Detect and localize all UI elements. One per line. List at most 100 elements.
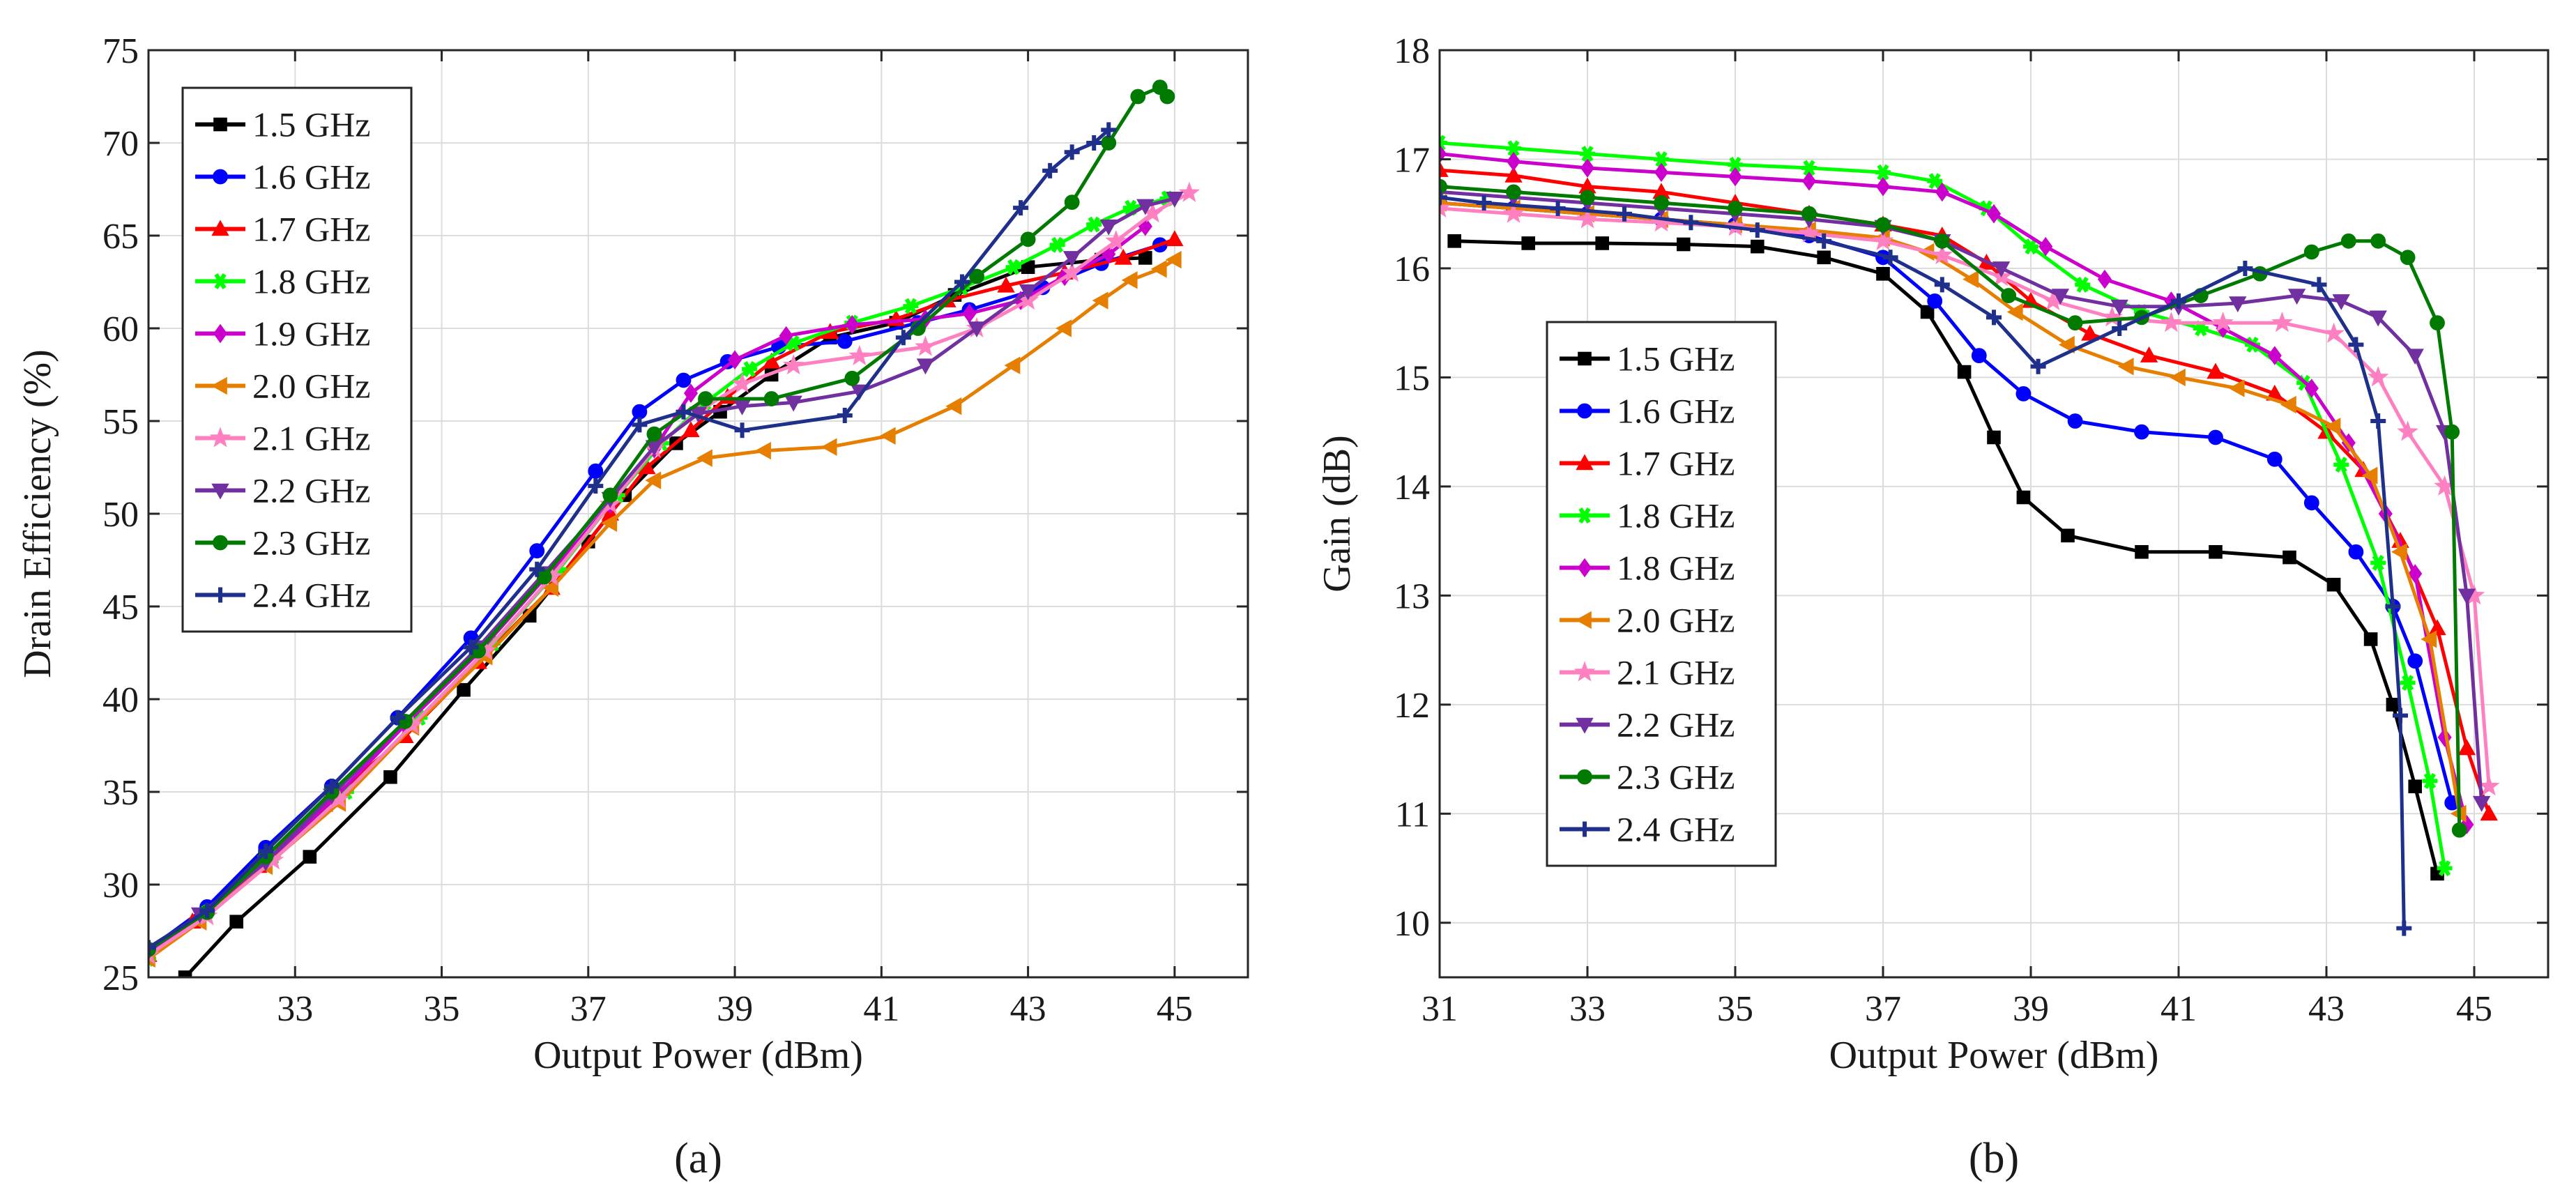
panel-b-series-3-point-3 — [1654, 151, 1669, 167]
panel-b-series-5-point-11 — [2117, 358, 2134, 376]
panel-b-xtick-label-41: 41 — [2160, 989, 2197, 1029]
panel-b-legend-entry-6: 2.1 GHz — [1560, 653, 1735, 692]
panel-b-series-6-point-7 — [1931, 244, 1953, 265]
panel-a-series-2-point-11 — [762, 352, 781, 369]
panel-a-series-0-point-4 — [457, 682, 471, 697]
panel-b-series-5-point-17 — [2391, 543, 2407, 561]
panel-b-series-2-point-19 — [2480, 804, 2498, 821]
panel-b-series-3-point-6 — [1875, 164, 1891, 181]
panel-a-xtick-label-39: 39 — [717, 989, 753, 1029]
panel-b-legend-label-8: 2.3 GHz — [1617, 758, 1735, 797]
panel-b-legend-entry-8: 2.3 GHz — [1560, 758, 1735, 797]
panel-b-series-3-point-10 — [2075, 276, 2091, 293]
panel-a-series-5-point-10 — [755, 441, 771, 460]
panel-b-series-1-point-7 — [1927, 293, 1943, 309]
panel-b-series-5-point-8 — [1963, 270, 1979, 289]
panel-b-series-9-point-9 — [1986, 310, 2002, 326]
panel-a-series-1-point-8 — [632, 404, 648, 420]
panel-b-series-9-point-17 — [2385, 599, 2401, 614]
panel-a-legend-label-0: 1.5 GHz — [252, 105, 370, 144]
panel-b-series-line-9 — [1440, 195, 2406, 929]
panel-b-ytick-label-18: 18 — [1394, 31, 1430, 71]
panel-b-series-4-point-19 — [2460, 815, 2474, 834]
panel-b-series-6-point-0 — [1440, 197, 1451, 217]
panel-b-series-7-point-16 — [2406, 349, 2424, 365]
panel-b-series-3-point-0 — [1440, 135, 1447, 151]
panel-a-series-7-point-16 — [1062, 251, 1081, 267]
panel-b-y-axis-label: Gain (dB) — [1316, 435, 1359, 593]
panel-a-series-9-point-18 — [1101, 122, 1117, 138]
panel-b-legend-marker-4 — [1577, 558, 1592, 578]
panel-b-series-0-point-17 — [2386, 698, 2400, 712]
panel-a-series-1-point-9 — [676, 372, 692, 388]
panel-b-legend-entry-7: 2.2 GHz — [1560, 705, 1735, 744]
panel-b-series-9-point-8 — [1934, 277, 1950, 293]
panel-a-series-1-point-7 — [588, 463, 604, 479]
panel-b-series-9-point-10 — [2030, 358, 2046, 374]
panel-a-legend-marker-4 — [213, 323, 228, 344]
panel-a-legend-entry-4: 1.9 GHz — [195, 314, 370, 353]
panel-a-series-2-point-17 — [1114, 248, 1132, 265]
panel-a-xtick-label-43: 43 — [1010, 989, 1046, 1029]
panel-b-ytick-label-14: 14 — [1394, 468, 1430, 507]
panel-b-legend-entry-0: 1.5 GHz — [1560, 339, 1735, 379]
panel-a-series-5-point-13 — [945, 397, 962, 415]
panel-b-legend-marker-2 — [1576, 454, 1594, 471]
panel-b-series-4-point-1 — [1506, 151, 1521, 171]
panel-b-series-0-point-6 — [1876, 266, 1890, 281]
panel-a-series-9-point-11 — [837, 408, 853, 424]
panel-b-series-9-point-3 — [1617, 206, 1632, 222]
panel-a-series-line-8 — [148, 85, 1169, 952]
panel-b-series-4-point-7 — [1935, 182, 1949, 202]
panel-b-series-0-point-10 — [2016, 490, 2031, 505]
panel-a-series-7-point-15 — [1019, 284, 1037, 300]
panel-b-legend-label-2: 1.7 GHz — [1617, 444, 1735, 483]
panel-b-series-line-0 — [1454, 239, 2439, 875]
panel-b-legend-label-7: 2.2 GHz — [1617, 705, 1735, 744]
panel-b-xtick-label-39: 39 — [2013, 989, 2049, 1029]
panel-b-series-8-point-6 — [1875, 217, 1891, 233]
panel-b-series-4-point-4 — [1728, 167, 1743, 187]
panel-b-series-8-point-5 — [1801, 206, 1817, 222]
panel-b-series-6-point-15 — [2367, 366, 2389, 387]
panel-a-series-line-7 — [148, 197, 1175, 953]
panel-a-ytick-label-25: 25 — [102, 958, 139, 998]
panel-a-series-9-2-4-ghz — [148, 122, 1117, 956]
panel-b-series-5-point-9 — [2006, 303, 2023, 321]
panel-a-series-2-point-18 — [1166, 230, 1184, 247]
panel-b-series-8-point-3 — [1654, 195, 1669, 211]
panel-b-series-0-point-3 — [1677, 237, 1691, 252]
panel-b-legend-marker-7 — [1576, 717, 1594, 734]
panel-a-ytick-label-30: 30 — [102, 866, 139, 906]
panel-a-series-9-point-9 — [676, 404, 692, 420]
panel-b-series-8-point-15 — [2370, 233, 2386, 249]
panel-a-series-4-point-9 — [683, 383, 699, 403]
panel-b-series-8-point-13 — [2303, 244, 2319, 260]
panel-a-series-7-point-11 — [784, 395, 802, 412]
panel-a-series-9-point-7 — [588, 478, 604, 494]
panel-b-xtick-label-45: 45 — [2456, 989, 2492, 1029]
panel-a-legend-label-2: 1.7 GHz — [252, 210, 370, 249]
panel-b-legend-marker-1 — [1577, 403, 1592, 419]
panel-b-series-1-point-13 — [2266, 451, 2282, 467]
panel-a-series-3-point-17 — [1086, 216, 1102, 233]
panel-a-series-8-point-7 — [602, 487, 618, 503]
panel-b-series-3-point-18 — [2422, 772, 2438, 789]
panel-b-series-1-point-8 — [1971, 348, 1987, 364]
panel-b-series-2-point-1 — [1504, 166, 1523, 183]
panel-b-series-6-point-16 — [2397, 420, 2418, 441]
panel-a-legend-marker-1 — [213, 169, 228, 185]
panel-b-series-line-6 — [1440, 206, 2491, 787]
panel-a-series-7-point-14 — [968, 321, 986, 338]
panel-a-legend-entry-5: 2.0 GHz — [195, 367, 370, 406]
panel-a-series-group — [148, 79, 1201, 977]
panel-b-series-9-point-15 — [2348, 337, 2364, 353]
panel-b-series-group — [1440, 135, 2500, 936]
panel-b-series-7-point-9 — [2051, 289, 2070, 305]
panel-a-legend-marker-3 — [213, 273, 228, 289]
panel-a-series-6-point-10 — [731, 372, 753, 393]
panel-a-series-7-point-17 — [1099, 219, 1118, 236]
panel-a-series-8-point-15 — [1064, 194, 1080, 211]
panel-a-ytick-label-70: 70 — [102, 124, 139, 164]
panel-b-legend-marker-3 — [1577, 507, 1592, 524]
